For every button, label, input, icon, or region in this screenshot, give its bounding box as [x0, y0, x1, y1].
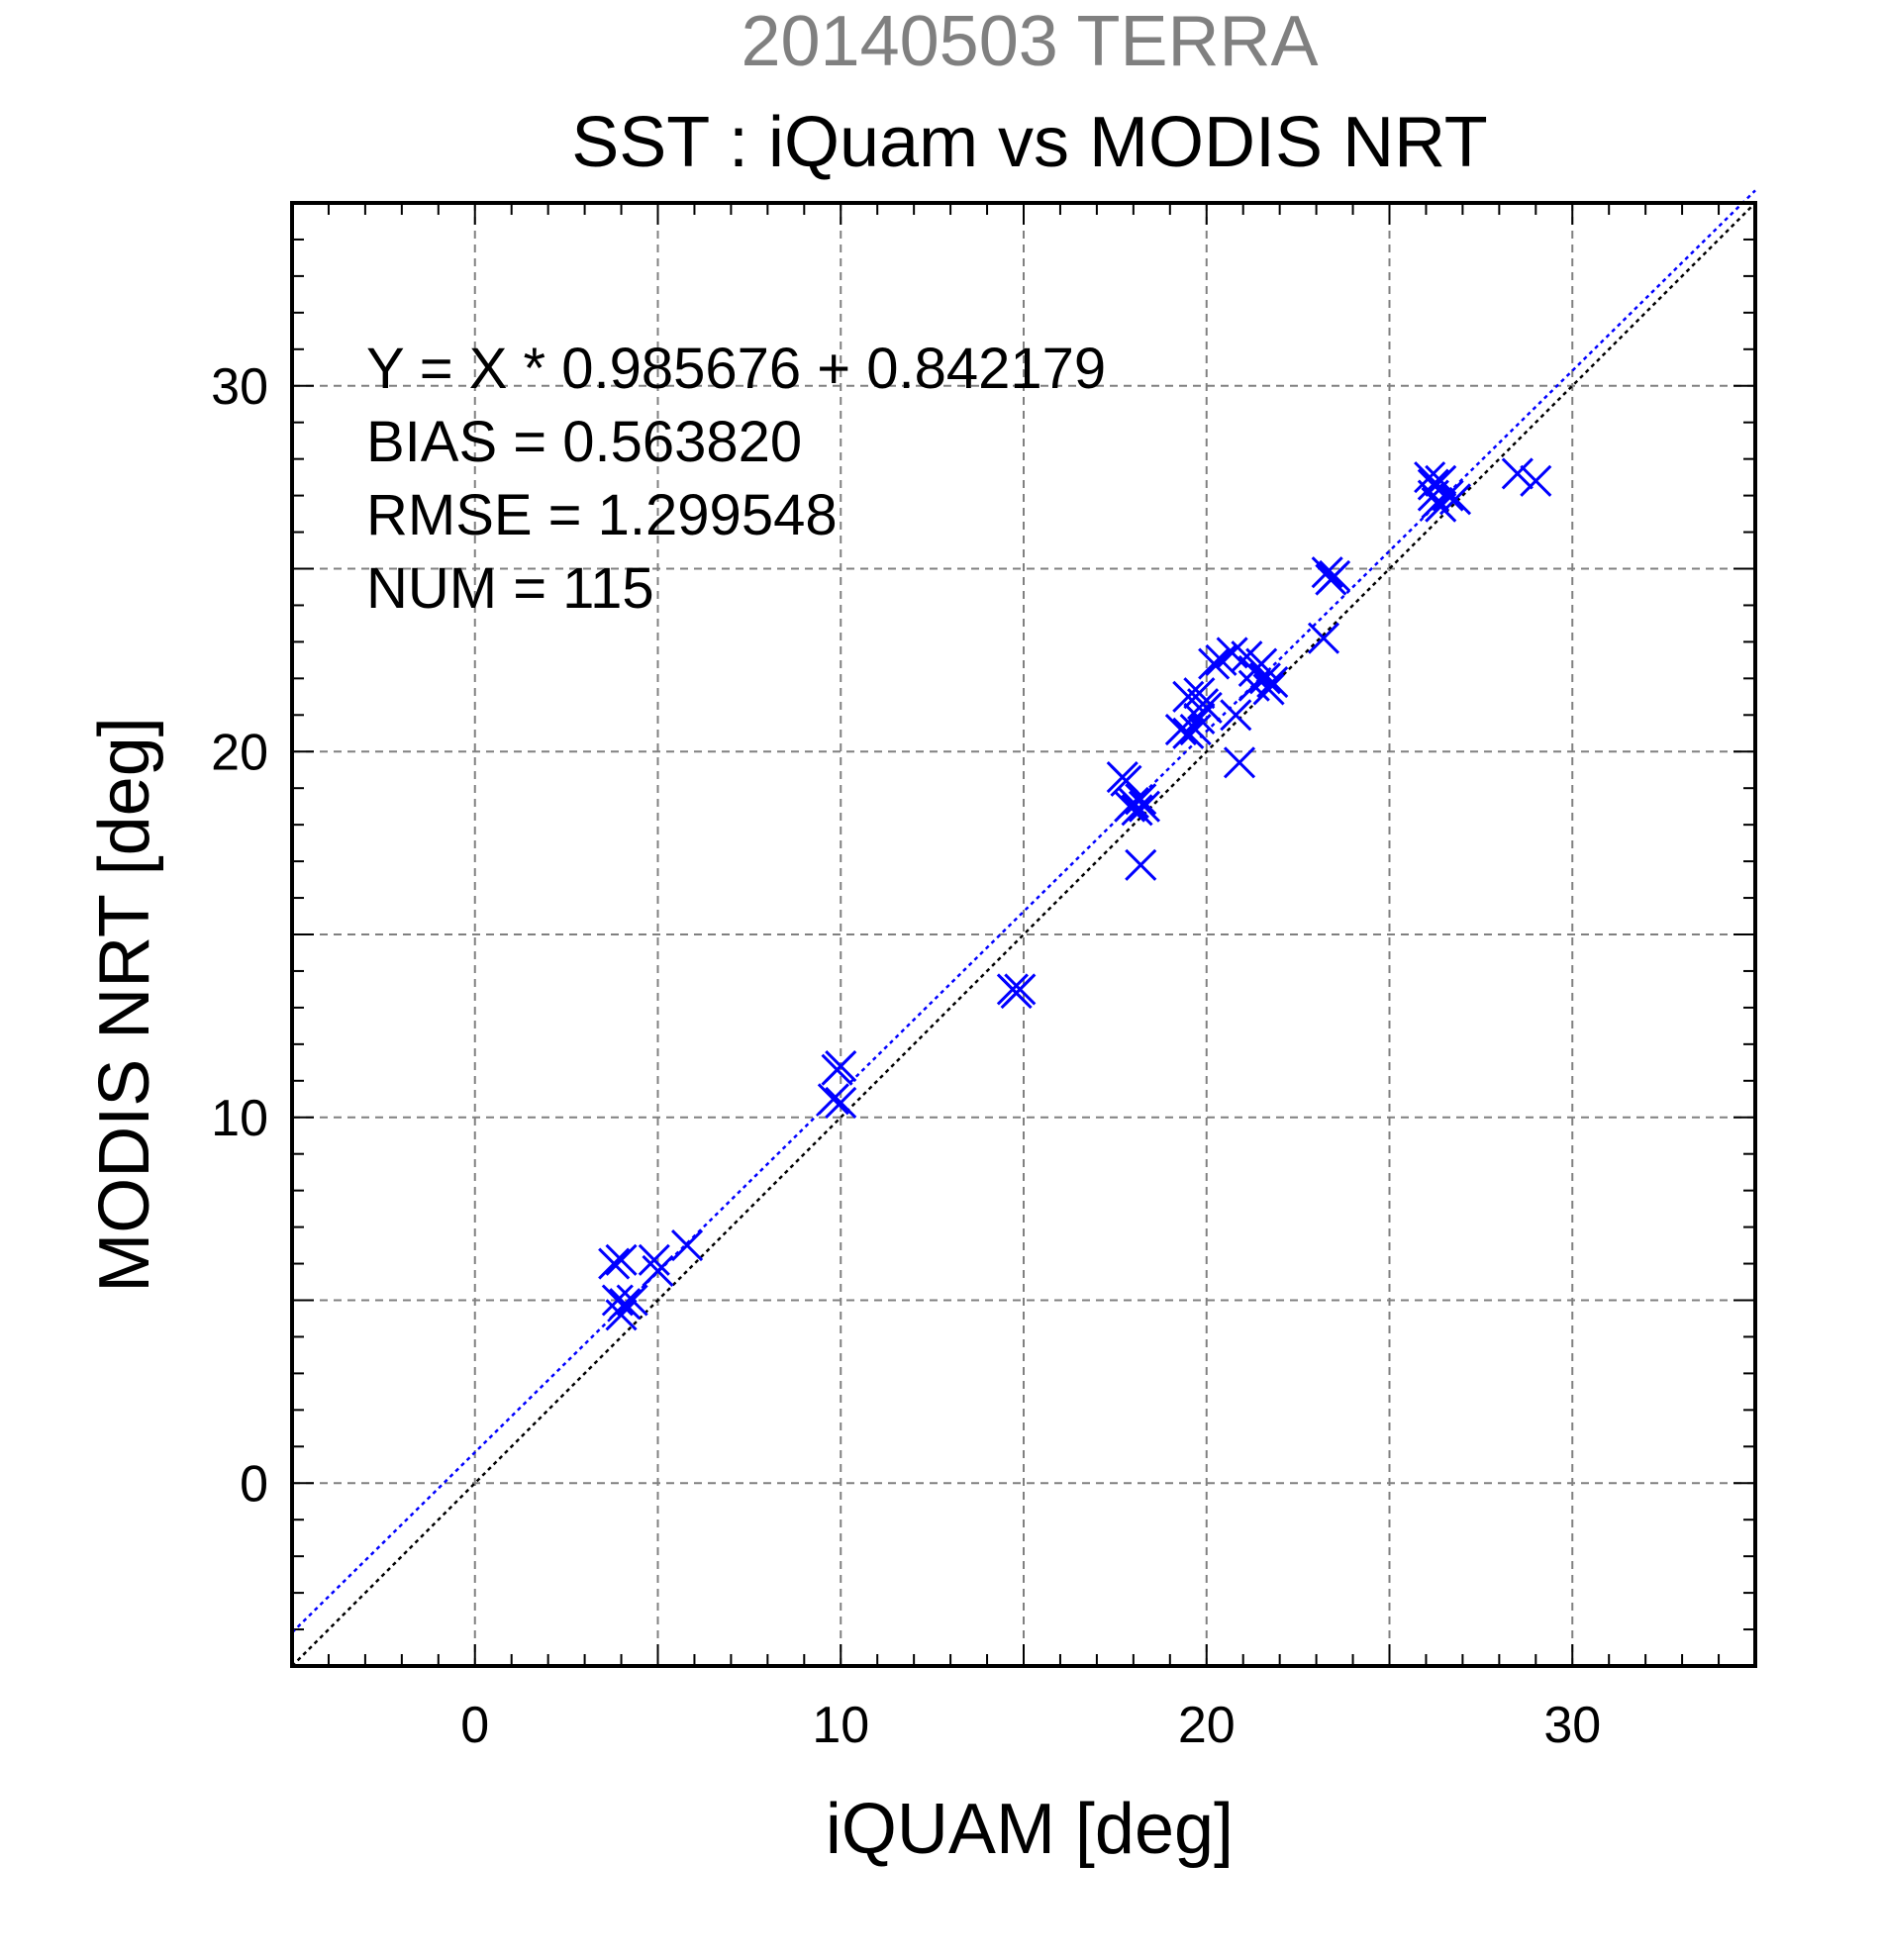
data-point — [1183, 677, 1216, 710]
tick-labels: 0 10 20 30 0 10 20 30 — [211, 358, 1601, 1754]
data-point — [1172, 680, 1205, 713]
data-point — [1432, 479, 1464, 512]
data-point — [638, 1243, 670, 1276]
chart-title: SST : iQuam vs MODIS NRT — [571, 103, 1488, 182]
x-tick-label: 10 — [812, 1697, 869, 1754]
data-point — [1000, 977, 1033, 1010]
data-point — [1248, 662, 1281, 695]
data-point — [609, 1288, 642, 1321]
data-point — [670, 1229, 704, 1262]
data-point — [1315, 563, 1347, 596]
data-point — [642, 1254, 674, 1288]
data-point — [1164, 714, 1197, 746]
stat-regression: Y = X * 0.985676 + 0.842179 — [366, 337, 1106, 401]
data-point — [605, 1299, 638, 1331]
data-point — [817, 1083, 849, 1116]
data-point — [598, 1247, 631, 1280]
y-tick-label: 0 — [240, 1455, 268, 1513]
x-tick-label: 20 — [1178, 1697, 1236, 1754]
regression-line — [291, 189, 1756, 1634]
x-axis-label: iQUAM [deg] — [825, 1790, 1235, 1869]
stat-num: NUM = 115 — [366, 556, 654, 621]
data-point — [1252, 673, 1285, 706]
data-point — [616, 1284, 648, 1317]
data-point — [1172, 717, 1205, 749]
data-point — [1520, 464, 1552, 497]
y-axis-label: MODIS NRT [deg] — [85, 717, 164, 1293]
stats-block: Y = X * 0.985676 + 0.842179 BIAS = 0.563… — [366, 337, 1106, 621]
x-tick-label: 30 — [1543, 1697, 1601, 1754]
data-point — [1307, 622, 1340, 654]
data-point — [1438, 483, 1472, 516]
data-point — [605, 1243, 638, 1276]
data-point — [1117, 786, 1149, 820]
data-point — [1110, 764, 1142, 797]
reference-lines — [291, 189, 1756, 1667]
plot-frame — [290, 201, 1757, 1668]
stat-bias: BIAS = 0.563820 — [366, 410, 802, 474]
data-point — [1501, 457, 1534, 490]
x-tick-label: 0 — [460, 1697, 489, 1754]
data-point — [1125, 848, 1157, 881]
data-point — [1223, 746, 1256, 779]
data-point — [1198, 647, 1231, 680]
data-point — [1231, 640, 1263, 673]
y-tick-label: 30 — [211, 358, 268, 416]
data-point — [1220, 699, 1252, 732]
chart-subtitle: 20140503 TERRA — [741, 2, 1319, 81]
data-point — [1417, 468, 1449, 501]
data-point — [1125, 783, 1157, 816]
data-point — [1128, 790, 1161, 823]
data-point — [1311, 556, 1343, 589]
data-point — [825, 1086, 857, 1120]
data-points — [598, 457, 1552, 1331]
y-tick-label: 20 — [211, 724, 268, 781]
stat-rmse: RMSE = 1.299548 — [366, 483, 838, 547]
data-point — [1179, 714, 1212, 746]
data-point — [825, 1049, 857, 1083]
data-point — [1256, 665, 1289, 699]
data-point — [1183, 702, 1216, 735]
y-tick-label: 10 — [211, 1090, 268, 1147]
data-point — [1121, 794, 1153, 827]
